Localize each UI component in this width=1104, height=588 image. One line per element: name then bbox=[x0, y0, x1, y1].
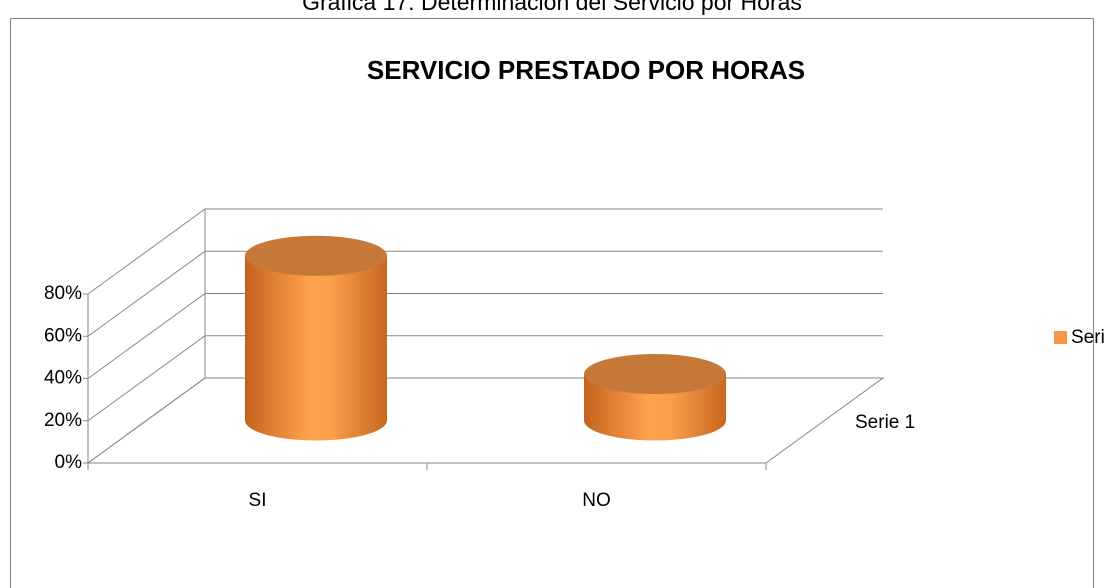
depth-axis-label: Serie 1 bbox=[855, 412, 915, 433]
y-tick-label: 80% bbox=[44, 283, 82, 304]
x-tick-label: NO bbox=[582, 490, 611, 511]
y-tick-label: 20% bbox=[44, 410, 82, 431]
chart-title: SERVICIO PRESTADO POR HORAS bbox=[367, 55, 805, 85]
caption: Gráfica 17: Determinación del Servicio p… bbox=[302, 0, 802, 15]
grid-line bbox=[87, 250, 883, 337]
y-tick-label: 40% bbox=[44, 368, 82, 389]
chart-border bbox=[10, 18, 1094, 588]
legend-swatch bbox=[1054, 331, 1067, 344]
cylinder-top bbox=[245, 235, 387, 276]
y-tick-label: 0% bbox=[55, 452, 83, 473]
grid-line bbox=[87, 208, 883, 295]
x-tick-label: SI bbox=[249, 490, 267, 511]
grid-line bbox=[87, 335, 883, 422]
legend-label: Serie 1 bbox=[1071, 327, 1104, 348]
y-tick-label: 60% bbox=[44, 325, 82, 346]
cylinder-top bbox=[584, 354, 726, 395]
grid-line bbox=[87, 293, 883, 379]
cylinder-body bbox=[245, 255, 387, 441]
